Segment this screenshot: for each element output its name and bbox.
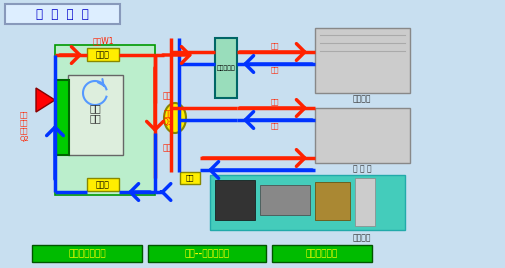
Text: 出水: 出水 [163,91,172,100]
Text: 散 热 器: 散 热 器 [352,165,371,173]
Text: 热水分配器: 热水分配器 [217,65,235,71]
Bar [180,172,200,184]
Text: 气中: 气中 [20,120,28,126]
Bar [87,178,119,191]
Bar [5,4,120,24]
Text: 冷媒--水换热系统: 冷媒--水换热系统 [184,249,230,258]
Bar [260,185,310,215]
Text: Q2: Q2 [19,136,29,142]
Bar [315,108,410,163]
Bar [315,28,410,93]
Text: 末端应用系统: 末端应用系统 [306,249,338,258]
Text: 蓄冷: 蓄冷 [89,103,101,113]
Bar [32,245,142,262]
Text: 进水: 进水 [271,43,279,49]
Bar [315,182,350,220]
Text: 风机盘管: 风机盘管 [353,233,371,243]
Text: 工  作  原  理: 工 作 原 理 [36,8,88,20]
Text: 电能W1: 电能W1 [92,36,114,46]
Bar [210,175,405,230]
Bar [148,245,266,262]
Ellipse shape [164,103,186,133]
Text: 环媒: 环媒 [89,113,101,123]
Bar [272,245,372,262]
Bar [87,48,119,61]
Text: 膨胀阀: 膨胀阀 [96,181,110,189]
Bar [355,178,375,226]
Text: 回水: 回水 [163,143,172,152]
Text: 回水: 回水 [271,123,279,129]
Bar [68,75,123,155]
Text: 空气热交换系统: 空气热交换系统 [68,249,106,258]
Bar [55,80,69,155]
Bar [55,45,155,195]
Text: 热量: 热量 [164,110,173,118]
Text: 水算: 水算 [186,175,194,181]
Text: 压缩机: 压缩机 [96,50,110,59]
Text: 进水: 进水 [271,99,279,105]
Text: 吸热: 吸热 [20,128,28,134]
Text: 从空: 从空 [20,112,28,118]
Text: 地热水管: 地热水管 [353,95,371,103]
Text: 回水: 回水 [271,67,279,73]
Bar [215,38,237,98]
Polygon shape [36,88,55,112]
Text: Q3: Q3 [163,117,173,126]
Bar [215,180,255,220]
